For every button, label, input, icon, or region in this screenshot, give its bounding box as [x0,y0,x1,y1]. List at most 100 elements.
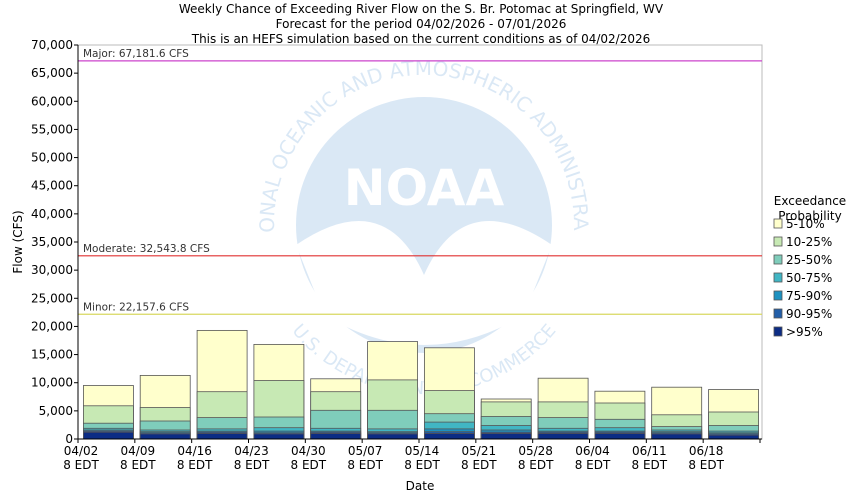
x-axis-label: Date [406,479,435,493]
bar-segment->95% [537,432,589,440]
legend-swatch [773,290,783,301]
title-line-2: Forecast for the period 04/02/2026 - 07/… [276,17,567,31]
legend-label: 75-90% [786,289,832,303]
bar-stack-06/11 [651,386,703,440]
legend-label: 50-75% [786,271,832,285]
y-tick-label: 55,000 [31,122,73,136]
bar-segment->95% [139,433,191,440]
bar-segment->95% [367,433,419,440]
legend-item: 25-50% [773,253,832,267]
legend-item: 50-75% [773,271,832,285]
legend-swatch [773,272,783,283]
legend-label: >95% [786,325,823,339]
bar-stack-04/16 [196,329,248,440]
chart-title: Weekly Chance of Exceeding River Flow on… [179,2,664,46]
x-tick-label-time: 8 EDT [404,458,440,472]
threshold-label: Moderate: 32,543.8 CFS [83,243,210,255]
x-tick-label-date: 04/02 [64,444,99,458]
watermark-logo-text: NOAA [344,159,505,217]
x-tick-label-date: 04/23 [234,444,269,458]
x-tick-label-time: 8 EDT [63,458,99,472]
x-tick-label-date: 06/18 [689,444,724,458]
bar-segment->95% [253,433,305,440]
legend-swatch [773,308,783,319]
legend-swatch [773,236,783,247]
bar-segment->95% [310,432,362,440]
x-tick-label-time: 8 EDT [518,458,554,472]
bar-stack-05/07 [367,341,419,440]
y-tick-label: 15,000 [31,348,73,362]
legend-item: 90-95% [773,307,832,321]
x-tick-label-time: 8 EDT [234,458,270,472]
x-tick-label-time: 8 EDT [461,458,497,472]
watermark-disc [296,97,552,353]
x-tick-label-date: 05/07 [348,444,383,458]
y-tick-label: 0 [65,432,73,446]
bar-segment->95% [83,431,134,440]
bar-stack-04/30 [310,378,362,440]
bar-segment->95% [708,434,759,440]
x-tick-label-date: 06/04 [575,444,610,458]
title-line-1: Weekly Chance of Exceeding River Flow on… [179,2,664,16]
legend-item: 5-10% [773,217,825,231]
bar-stack-06/04 [594,390,646,440]
threshold-lines: Major: 67,181.6 CFS Moderate: 32,543.8 CF… [78,48,762,315]
legend-title: Exceedance [774,194,846,208]
x-tick-label-time: 8 EDT [575,458,611,472]
y-tick-label: 45,000 [31,179,73,193]
legend-label: 5-10% [786,217,825,231]
x-tick-label-date: 05/14 [405,444,440,458]
y-tick-label: 70,000 [31,38,73,52]
title-line-3: This is an HEFS simulation based on the … [191,32,651,46]
y-tick-label: 40,000 [31,207,73,221]
bar-stack-04/23 [253,343,305,440]
legend-label: 25-50% [786,253,832,267]
y-tick-label: 35,000 [31,235,73,249]
bar-segment->95% [423,432,475,440]
y-tick-label: 30,000 [31,263,73,277]
noaa-watermark: NOAANATIONAL OCEANIC AND ATMOSPHERIC ADM… [0,0,593,399]
bar-segment->95% [594,432,646,440]
bar-segment->95% [480,432,532,440]
x-tick-label-date: 04/09 [121,444,156,458]
bar-stack-04/02 [83,385,134,440]
y-tick-label: 50,000 [31,151,73,165]
legend-title: Probability [778,209,841,223]
bar-series [83,329,759,440]
x-tick-label-time: 8 EDT [291,458,327,472]
x-tick-label-date: 05/28 [518,444,553,458]
y-axis-label: Flow (CFS) [11,210,25,273]
legend-label: 90-95% [786,307,832,321]
y-tick-label: 25,000 [31,291,73,305]
legend-item: 75-90% [773,289,832,303]
x-tick-label-date: 06/11 [632,444,667,458]
bar-segment->95% [196,432,248,440]
threshold-label: Major: 67,181.6 CFS [83,48,189,60]
legend-label: 10-25% [786,235,832,249]
y-tick-label: 20,000 [31,319,73,333]
x-tick-label-time: 8 EDT [347,458,383,472]
bar-stack-05/28 [537,377,589,440]
legend-swatch [773,218,783,229]
x-tick-label-time: 8 EDT [177,458,213,472]
y-tick-label: 5,000 [39,404,73,418]
bar-stack-04/09 [139,374,191,440]
x-tick-label-date: 04/16 [177,444,212,458]
x-tick-label-time: 8 EDT [688,458,724,472]
x-tick-label-date: 05/21 [462,444,497,458]
bar-segment->95% [651,433,703,440]
legend-item: >95% [773,325,823,339]
x-tick-label-time: 8 EDT [120,458,156,472]
bar-stack-05/14 [423,347,475,440]
bar-stack-06/18 [708,389,759,440]
axes: 0 5,000 10,000 15,000 20,000 25,000 30,000 35,0… [11,38,762,493]
legend-swatch [773,326,783,337]
bar-stack-05/21 [480,398,532,440]
x-tick-label-time: 8 EDT [632,458,668,472]
x-tick-label-date: 04/30 [291,444,326,458]
y-tick-label: 65,000 [31,66,73,80]
y-tick-label: 60,000 [31,94,73,108]
threshold-label: Minor: 22,157.6 CFS [83,301,189,313]
